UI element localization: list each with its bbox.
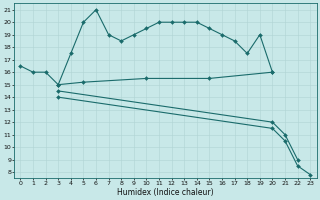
X-axis label: Humidex (Indice chaleur): Humidex (Indice chaleur) (117, 188, 214, 197)
